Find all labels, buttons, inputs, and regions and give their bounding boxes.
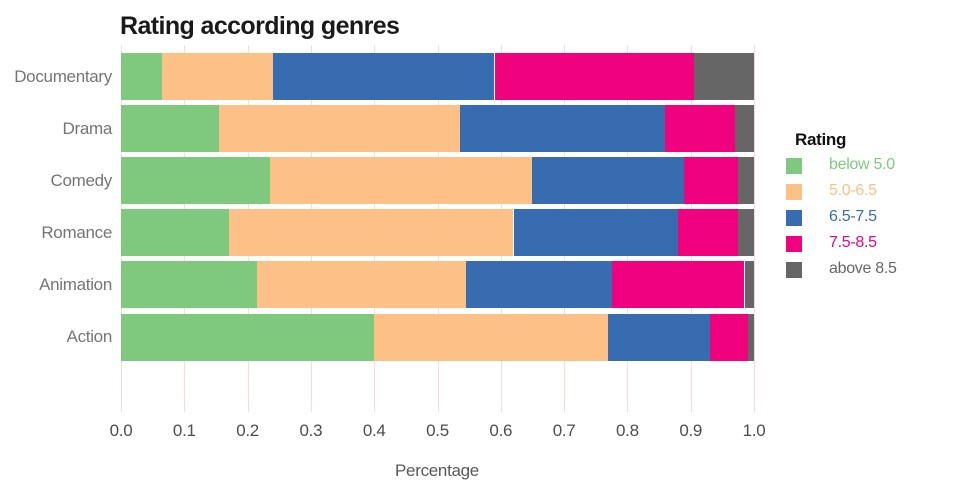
legend-swatch [786,210,802,226]
legend-label: 5.0-6.5 [829,182,877,199]
legend-swatch [786,236,802,252]
bar-segment-documentary-above-8.5 [693,53,754,100]
bar-segment-drama-7.5-8.5 [665,105,735,153]
bar-segment-animation-6.5-7.5 [466,261,612,309]
bar-segment-comedy-above-8.5 [738,157,754,205]
x-tick-label: 0.1 [172,421,196,440]
bar-segment-romance-above-8.5 [738,209,754,257]
x-tick-label: 0.5 [426,421,449,440]
bar-segment-action-5.0-6.5 [374,313,609,361]
bar-segment-comedy-6.5-7.5 [532,157,685,205]
category-label-animation: Animation [39,274,112,294]
category-label-drama: Drama [62,118,112,138]
legend-title: Rating [795,130,847,149]
bar-segment-documentary-below-5.0 [121,53,163,100]
x-axis-title: Percentage [395,461,479,480]
bar-segment-drama-6.5-7.5 [459,105,666,153]
legend-item: below 5.0 [786,153,946,179]
bar-segment-documentary-5.0-6.5 [162,53,273,100]
legend-item: 6.5-7.5 [786,205,946,231]
bar-segment-comedy-5.0-6.5 [269,157,533,205]
x-tick-label: 0.0 [109,421,133,440]
bar-segment-romance-5.0-6.5 [228,209,514,257]
x-tick-label: 0.9 [679,421,703,440]
bar-segment-action-above-8.5 [747,313,754,361]
bar-segment-romance-6.5-7.5 [513,209,679,257]
bar-segment-action-7.5-8.5 [709,313,748,361]
bar-segment-comedy-below-5.0 [121,157,270,205]
category-label-action: Action [66,327,113,346]
bar-segment-animation-above-8.5 [744,261,754,309]
x-tick-label: 0.6 [489,421,513,440]
legend-swatch [786,158,802,174]
bar-segment-animation-below-5.0 [121,261,258,309]
legend-swatch [786,262,802,278]
bar-segment-romance-7.5-8.5 [678,209,739,257]
bar-segment-action-6.5-7.5 [608,313,710,361]
legend-item: above 8.5 [786,257,946,283]
bar-segment-action-below-5.0 [121,313,375,361]
legend-swatch [786,184,802,200]
bar-segment-animation-7.5-8.5 [611,261,745,309]
bar-segment-drama-below-5.0 [121,105,220,153]
legend-item: 5.0-6.5 [786,179,946,205]
category-label-documentary: Documentary [14,66,112,86]
gridline [754,45,755,412]
x-tick-label: 1.0 [742,421,766,440]
bar-segment-drama-5.0-6.5 [219,105,460,153]
x-tick-label: 0.8 [616,421,639,440]
bar-segment-romance-below-5.0 [121,209,229,257]
legend-label: 7.5-8.5 [829,234,877,251]
bar-segment-animation-5.0-6.5 [257,261,466,309]
legend-label: 6.5-7.5 [829,208,877,225]
bar-segment-comedy-7.5-8.5 [684,157,739,205]
x-tick-label: 0.4 [362,421,386,440]
category-label-romance: Romance [41,222,112,242]
legend-label: below 5.0 [829,156,895,173]
legend-label: above 8.5 [829,260,897,277]
bar-segment-documentary-7.5-8.5 [494,53,694,100]
chart-title: Rating according genres [120,12,400,40]
category-label-comedy: Comedy [50,170,112,190]
x-tick-label: 0.3 [299,421,323,440]
bar-segment-documentary-6.5-7.5 [272,53,495,100]
legend-item: 7.5-8.5 [786,231,946,257]
x-tick-label: 0.2 [236,421,259,440]
x-tick-label: 0.7 [552,421,576,440]
bar-segment-drama-above-8.5 [735,105,754,153]
